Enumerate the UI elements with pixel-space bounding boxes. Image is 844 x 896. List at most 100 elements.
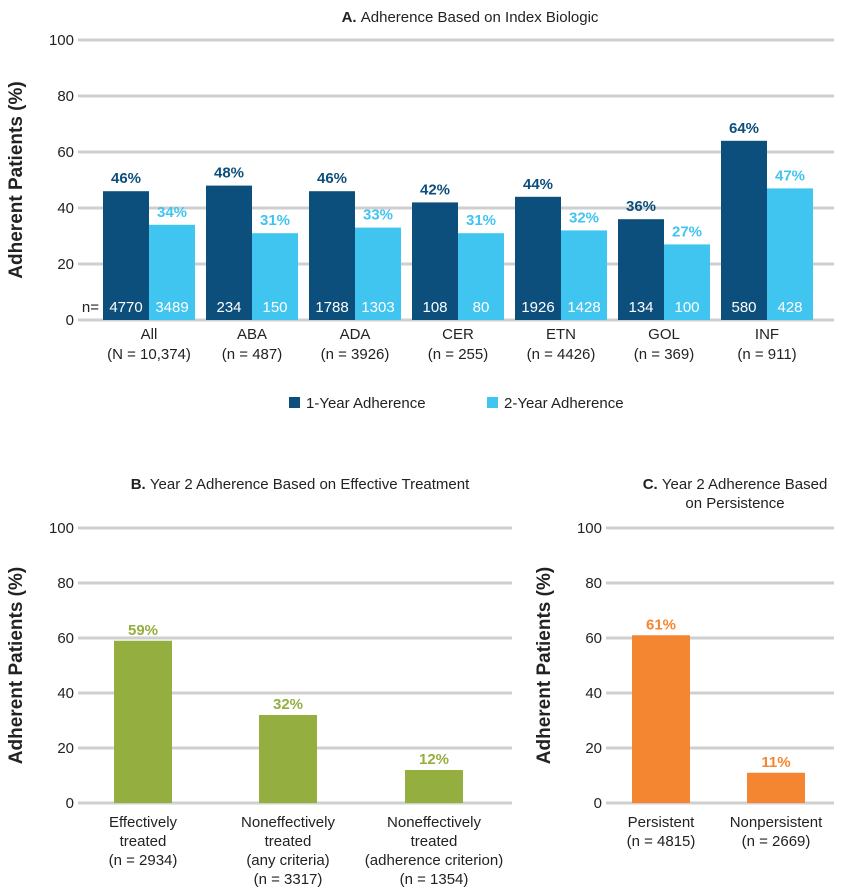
x-tick-label: ETN	[546, 326, 576, 343]
data-label: 36%	[626, 198, 656, 215]
x-tick-sublabel: (n = 4426)	[527, 346, 596, 363]
y-tick-label: 60	[57, 144, 74, 161]
x-tick-label: ABA	[237, 326, 267, 343]
x-tick-label: GOL	[648, 326, 680, 343]
title-text: Year 2 Adherence Based on Effective Trea…	[150, 476, 470, 493]
y-tick-label: 0	[66, 795, 74, 812]
n-prefix-label: n=	[82, 299, 99, 316]
y-tick-label: 0	[66, 312, 74, 329]
y-tick-label: 80	[57, 88, 74, 105]
x-tick-sublabel: (N = 10,374)	[107, 346, 191, 363]
x-tick-label: Effectively	[109, 814, 178, 831]
count-label: 234	[216, 299, 241, 316]
count-label: 1428	[567, 299, 600, 316]
x-tick-sublabel: (n = 3926)	[321, 346, 390, 363]
x-tick-label: Nonpersistent	[730, 814, 823, 831]
x-tick-label: Persistent	[628, 814, 696, 831]
title-text: Year 2 Adherence Based	[662, 476, 827, 493]
data-label: 61%	[646, 616, 676, 633]
bar-1-year	[103, 191, 149, 320]
data-label: 11%	[761, 754, 790, 771]
count-label: 1926	[521, 299, 554, 316]
data-label: 12%	[419, 751, 449, 768]
y-tick-label: 20	[57, 740, 74, 757]
bar	[114, 640, 172, 803]
y-tick-label: 100	[577, 520, 602, 537]
data-label: 34%	[157, 204, 187, 221]
legend-label: 1-Year Adherence	[306, 395, 426, 412]
bar-2-year	[149, 224, 195, 320]
chart-b: B. Year 2 Adherence Based on Effective T…	[6, 476, 512, 888]
y-axis-label: Adherent Patients (%)	[6, 567, 27, 764]
bar	[259, 715, 317, 803]
legend-label: 2-Year Adherence	[504, 395, 624, 412]
bar	[405, 770, 463, 803]
panel-letter: A.	[342, 9, 361, 26]
data-label: 48%	[214, 165, 244, 182]
bar-1-year	[721, 140, 767, 320]
x-tick-sublabel: (n = 487)	[222, 346, 282, 363]
data-label: 46%	[317, 170, 347, 187]
y-axis-label: Adherent Patients (%)	[534, 567, 555, 764]
count-label: 150	[262, 299, 287, 316]
y-tick-label: 40	[57, 685, 74, 702]
x-tick-label: ADA	[340, 326, 371, 343]
x-tick-sublabel: (n = 255)	[428, 346, 488, 363]
count-label: 580	[731, 299, 756, 316]
y-tick-label: 0	[594, 795, 602, 812]
bar	[747, 772, 805, 803]
bar-1-year	[309, 191, 355, 320]
bar-1-year	[618, 219, 664, 320]
x-tick-label: treated	[411, 833, 458, 850]
chart-title: on Persistence	[685, 495, 784, 512]
count-label: 4770	[109, 299, 142, 316]
chart-c: C. Year 2 Adherence Based on Persistence 0…	[534, 476, 834, 850]
x-tick-label: Noneffectively	[387, 814, 481, 831]
y-axis-label: Adherent Patients (%)	[6, 81, 27, 278]
bar-2-year	[458, 233, 504, 320]
legend-swatch-1-year	[289, 397, 300, 408]
x-tick-label: (any criteria)	[246, 852, 329, 869]
bar-1-year	[412, 202, 458, 320]
chart-title: A. Adherence Based on Index Biologic	[342, 9, 599, 26]
x-tick-label: (n = 3317)	[254, 871, 323, 888]
bar-1-year	[206, 185, 252, 320]
x-tick-label: (n = 1354)	[400, 871, 469, 888]
y-tick-label: 60	[585, 630, 602, 647]
chart-title: C. Year 2 Adherence Based	[643, 476, 828, 493]
title-text: on Persistence	[685, 495, 784, 512]
data-label: 59%	[128, 622, 158, 639]
panel-letter: B.	[131, 476, 150, 493]
data-label: 42%	[420, 181, 450, 198]
y-tick-label: 60	[57, 630, 74, 647]
data-label: 47%	[775, 167, 805, 184]
y-tick-label: 80	[57, 575, 74, 592]
data-label: 32%	[569, 209, 599, 226]
x-tick-label: All	[141, 326, 158, 343]
x-tick-sublabel: (n = 369)	[634, 346, 694, 363]
bar-2-year	[561, 230, 607, 320]
count-label: 1303	[361, 299, 394, 316]
y-tick-label: 80	[585, 575, 602, 592]
x-tick-label: (n = 2934)	[109, 852, 178, 869]
bar	[632, 635, 690, 803]
bar-2-year	[355, 227, 401, 320]
legend-swatch-2-year	[487, 397, 498, 408]
bar-2-year	[767, 188, 813, 320]
x-tick-label: Noneffectively	[241, 814, 335, 831]
data-label: 27%	[672, 223, 702, 240]
y-tick-label: 40	[57, 200, 74, 217]
x-tick-label: treated	[120, 833, 167, 850]
x-tick-sublabel: (n = 911)	[737, 346, 796, 363]
x-tick-label: CER	[442, 326, 474, 343]
y-tick-label: 100	[49, 32, 74, 49]
count-label: 80	[473, 299, 490, 316]
chart-title: B. Year 2 Adherence Based on Effective T…	[131, 476, 470, 493]
data-label: 64%	[729, 120, 759, 137]
bar-2-year	[252, 233, 298, 320]
y-tick-label: 40	[585, 685, 602, 702]
count-label: 428	[777, 299, 802, 316]
panel-letter: C.	[643, 476, 662, 493]
x-tick-label: treated	[265, 833, 312, 850]
